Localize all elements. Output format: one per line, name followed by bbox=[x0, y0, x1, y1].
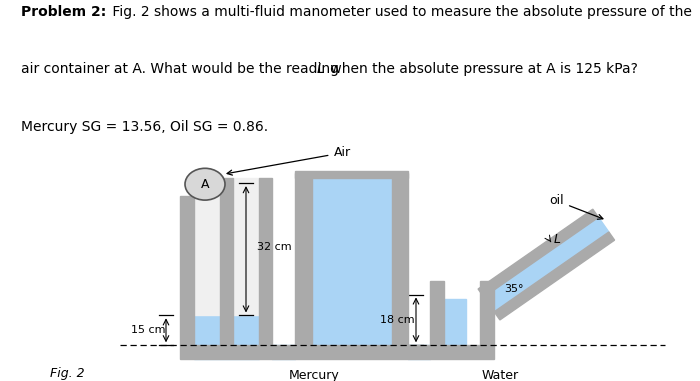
Text: 35°: 35° bbox=[504, 283, 524, 293]
Text: Mercury SG = 13.56, Oil SG = 0.86.: Mercury SG = 13.56, Oil SG = 0.86. bbox=[21, 120, 268, 134]
Text: L: L bbox=[553, 233, 560, 246]
Text: Air: Air bbox=[227, 146, 351, 175]
Text: when the absolute pressure at A is 125 kPa?: when the absolute pressure at A is 125 k… bbox=[326, 62, 638, 76]
Bar bbox=[194, 196, 220, 315]
Text: Fig. 2: Fig. 2 bbox=[50, 367, 85, 380]
Text: 32 cm: 32 cm bbox=[257, 242, 291, 252]
Bar bbox=[480, 281, 494, 345]
Bar bbox=[295, 345, 408, 359]
Text: air container at A. What would be the reading: air container at A. What would be the re… bbox=[21, 62, 344, 76]
Text: L: L bbox=[316, 62, 324, 76]
Bar bbox=[295, 171, 408, 178]
Bar bbox=[430, 345, 494, 359]
Bar bbox=[392, 173, 408, 345]
Bar bbox=[444, 299, 466, 345]
Text: Problem 2:: Problem 2: bbox=[21, 5, 106, 19]
Bar bbox=[220, 178, 233, 345]
Bar bbox=[199, 182, 211, 196]
Polygon shape bbox=[494, 232, 615, 320]
Text: oil: oil bbox=[550, 194, 603, 219]
Bar bbox=[272, 345, 295, 359]
Bar bbox=[408, 345, 430, 359]
Bar bbox=[312, 178, 392, 345]
Polygon shape bbox=[484, 217, 609, 312]
Bar bbox=[194, 315, 220, 345]
Bar bbox=[259, 178, 272, 345]
Bar bbox=[408, 345, 430, 359]
Bar bbox=[272, 345, 295, 359]
Text: 15 cm: 15 cm bbox=[131, 325, 165, 335]
Bar bbox=[180, 196, 194, 345]
Text: A: A bbox=[201, 178, 209, 191]
Text: Water: Water bbox=[482, 369, 519, 381]
Bar bbox=[430, 281, 444, 345]
Text: Fig. 2 shows a multi-fluid manometer used to measure the absolute pressure of th: Fig. 2 shows a multi-fluid manometer use… bbox=[108, 5, 692, 19]
Bar bbox=[295, 173, 312, 345]
Polygon shape bbox=[478, 209, 598, 297]
Text: Mercury: Mercury bbox=[288, 369, 340, 381]
Ellipse shape bbox=[185, 168, 225, 200]
Bar bbox=[180, 345, 272, 359]
Text: 18 cm: 18 cm bbox=[379, 315, 414, 325]
Bar bbox=[233, 315, 259, 345]
Bar bbox=[194, 345, 259, 359]
Bar bbox=[233, 178, 259, 315]
